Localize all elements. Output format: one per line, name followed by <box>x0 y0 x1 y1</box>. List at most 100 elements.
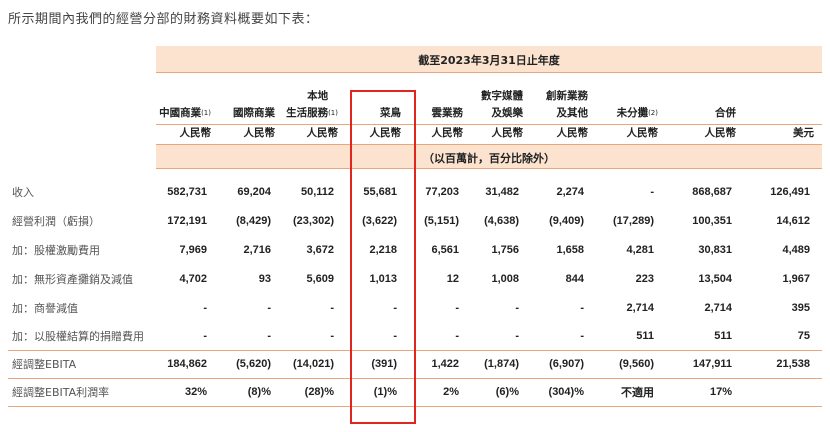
table-cell: 14,612 <box>776 215 810 227</box>
column-header: 未分攤 (2) <box>596 74 658 122</box>
row-label: 經調整EBITA利潤率 <box>12 386 110 399</box>
table-cell: - <box>580 330 584 342</box>
table-cell: (1,874) <box>484 358 519 370</box>
table-cell: (304)% <box>548 386 584 398</box>
column-header: 合併 <box>674 74 736 122</box>
table-cell: 17% <box>709 386 732 398</box>
table-cell: 223 <box>635 273 654 285</box>
table-cell: 1,013 <box>369 273 397 285</box>
table-cell: (17,289) <box>613 215 654 227</box>
column-header: 數字媒體 及娛樂 <box>461 74 523 122</box>
table-cell: 50,112 <box>300 186 334 198</box>
period-header: 截至2023年3月31日止年度 <box>418 54 560 67</box>
row-label: 加：股權激勵費用 <box>12 244 100 257</box>
table-cell: 1,967 <box>782 273 810 285</box>
table-cell: - <box>393 302 397 314</box>
column-currency: 人民幣 <box>431 127 464 139</box>
table-cell: (23,302) <box>293 215 334 227</box>
table-cell: 511 <box>714 330 732 342</box>
column-header-name: 中國商業 <box>159 107 202 119</box>
table-row: 經調整EBITA 184,862 (5,620) (14,021) (391) 1,422… <box>8 350 822 378</box>
table-cell: (8,429) <box>236 215 271 227</box>
table-cell: 7,969 <box>179 244 207 256</box>
column-header-note: (1) <box>201 109 211 117</box>
table-cell: - <box>455 330 459 342</box>
column-header-name: 國際商業 <box>233 107 275 119</box>
table-cell: (9,560) <box>619 358 654 370</box>
column-currency: 人民幣 <box>179 127 212 139</box>
column-header-name: 菜鳥 <box>380 107 401 119</box>
column-header: 本地 生活服務 (1) <box>276 74 338 122</box>
table-cell: - <box>515 330 519 342</box>
table-cell: 2,714 <box>626 302 654 314</box>
table-cell: 126,491 <box>770 186 810 198</box>
table-cell: (14,021) <box>293 358 334 370</box>
table-cell: (4,638) <box>484 215 519 227</box>
column-header: 雲業務 <box>401 74 464 122</box>
table-row: 加：商譽減值 - - - - - - - 2,714 2,714 395 <box>8 294 822 322</box>
row-label: 經調整EBITA <box>12 358 77 371</box>
table-cell: 147,911 <box>692 358 732 370</box>
header-rule <box>156 168 822 169</box>
column-currency: 人民幣 <box>491 127 524 139</box>
header-rule <box>156 124 822 125</box>
column-header-note: (1) <box>328 109 338 117</box>
column-header-name: 未分攤 <box>616 107 649 119</box>
table-cell: - <box>515 302 519 314</box>
table-cell: 3,672 <box>306 244 334 256</box>
table-cell: (8)% <box>247 386 271 398</box>
table-cell: (391) <box>371 358 397 370</box>
row-label: 加：商譽減值 <box>12 302 78 315</box>
table-cell: 75 <box>797 330 810 342</box>
column-header-name: 雲業務 <box>431 107 464 119</box>
table-cell: - <box>203 330 207 342</box>
table-cell: - <box>203 302 207 314</box>
table-cell: - <box>330 330 334 342</box>
table-cell: 69,204 <box>237 186 271 198</box>
header-rule <box>156 72 822 73</box>
table-cell <box>748 378 810 406</box>
column-currency: 人民幣 <box>626 127 659 139</box>
table-cell: 13,504 <box>698 273 732 285</box>
table-cell: (1)% <box>373 386 397 398</box>
column-currency: 人民幣 <box>556 127 589 139</box>
table-cell: - <box>455 302 459 314</box>
table-cell: 1,756 <box>491 244 519 256</box>
table-cell: 100,351 <box>692 215 732 227</box>
header-band-unit <box>156 144 822 168</box>
table-cell: (6)% <box>495 386 519 398</box>
table-cell: 1,658 <box>556 244 584 256</box>
table-cell: 868,687 <box>692 186 732 198</box>
column-header: 中國商業 (1) <box>149 74 211 122</box>
table-cell: - <box>267 330 271 342</box>
table-cell: 55,681 <box>363 186 397 198</box>
table-cell: 31,482 <box>485 186 519 198</box>
table-cell: 12 <box>446 273 459 285</box>
table-cell: 不適用 <box>621 387 654 399</box>
table-row: 經營利潤（虧損） 172,191 (8,429) (23,302) (3,622) (5,… <box>8 207 822 235</box>
table-cell: 184,862 <box>167 358 207 370</box>
table-cell: 844 <box>565 273 584 285</box>
table-cell: - <box>580 302 584 314</box>
table-row: 加：無形資產攤銷及減值 4,702 93 5,609 1,013 12 1,008 844 22… <box>8 265 822 293</box>
table-cell: (5,151) <box>424 215 459 227</box>
header-band-period <box>156 46 822 72</box>
table-cell: 4,281 <box>626 244 654 256</box>
table-cell: 172,191 <box>167 215 207 227</box>
column-header-name: 合併 <box>715 107 736 119</box>
column-header-name: 本地 生活服務 <box>286 90 329 119</box>
column-header <box>752 74 814 122</box>
table-cell: 1,008 <box>491 273 519 285</box>
column-currency: 人民幣 <box>704 127 737 139</box>
column-currency: 人民幣 <box>306 127 339 139</box>
header-rule <box>156 144 822 145</box>
intro-text: 所示期間內我們的經營分部的財務資料概要如下表： <box>8 12 319 27</box>
column-header: 國際商業 <box>213 74 275 122</box>
table-cell: 30,831 <box>698 244 732 256</box>
column-currency: 人民幣 <box>369 127 402 139</box>
table-cell: - <box>330 302 334 314</box>
column-header: 菜鳥 <box>339 74 401 122</box>
segment-financial-table: 截至2023年3月31日止年度 （以百萬計，百分比除外） 中國商業 (1) 人民幣國… <box>8 46 822 424</box>
table-cell: 32% <box>184 386 207 398</box>
column-currency: 美元 <box>793 127 814 139</box>
